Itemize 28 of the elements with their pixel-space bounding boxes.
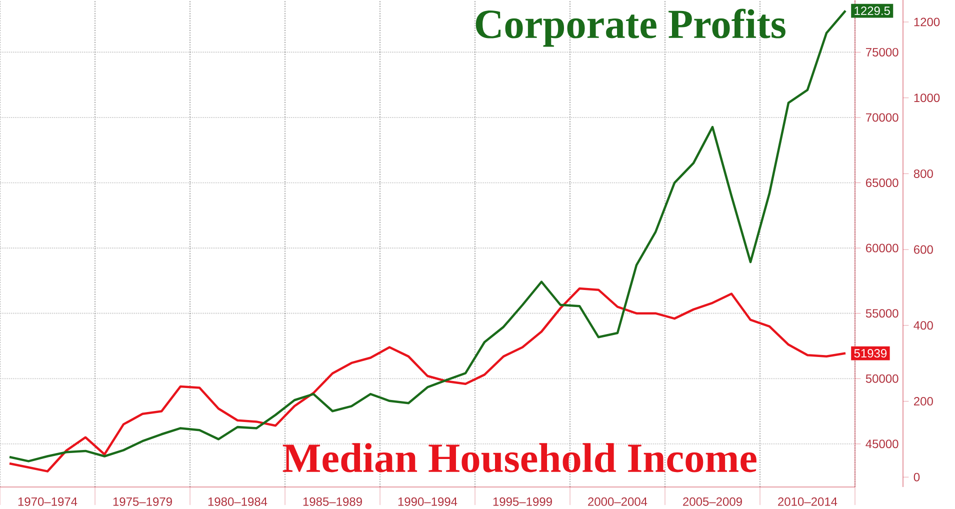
series-label: Median Household Income: [282, 443, 756, 472]
y-tick-label: 75000: [866, 48, 898, 56]
y-tick-label: 55000: [866, 309, 898, 318]
x-tick-label: 1970–1974: [18, 497, 78, 506]
legend-label: Corporate Profits: [476, 8, 786, 47]
data-label: 51939: [854, 349, 887, 358]
x-tick-label: 1985–1989: [303, 497, 362, 506]
y-tick-label: 60000: [866, 244, 898, 252]
y2-tick-label: 600: [914, 245, 933, 254]
x-tick-label: 2000–2004: [588, 497, 648, 506]
y-tick-label: 65000: [866, 178, 898, 188]
y-tick-label: 70000: [866, 113, 898, 122]
y2-tick-label: 1000: [914, 94, 940, 102]
x-tick-label: 1980–1984: [208, 497, 268, 506]
y-tick-label: 50000: [866, 374, 898, 383]
y2-tick-label: 0: [914, 472, 920, 482]
y2-tick-label: 1200: [914, 18, 940, 26]
x-tick-label: 1995–1999: [493, 497, 552, 506]
x-tick-label: 1975–1979: [113, 497, 172, 506]
data-label: 1229.5: [854, 6, 890, 16]
line-series: [8, 287, 847, 472]
x-tick-label: 1990–1994: [398, 497, 458, 506]
y2-tick-label: 200: [914, 397, 933, 406]
y-tick-label: 45000: [866, 440, 898, 448]
y2-tick-label: 400: [914, 321, 933, 330]
x-tick-label: 2005–2009: [683, 497, 742, 506]
x-tick-label: 2010–2014: [778, 497, 838, 506]
y2-tick-label: 800: [914, 169, 933, 178]
